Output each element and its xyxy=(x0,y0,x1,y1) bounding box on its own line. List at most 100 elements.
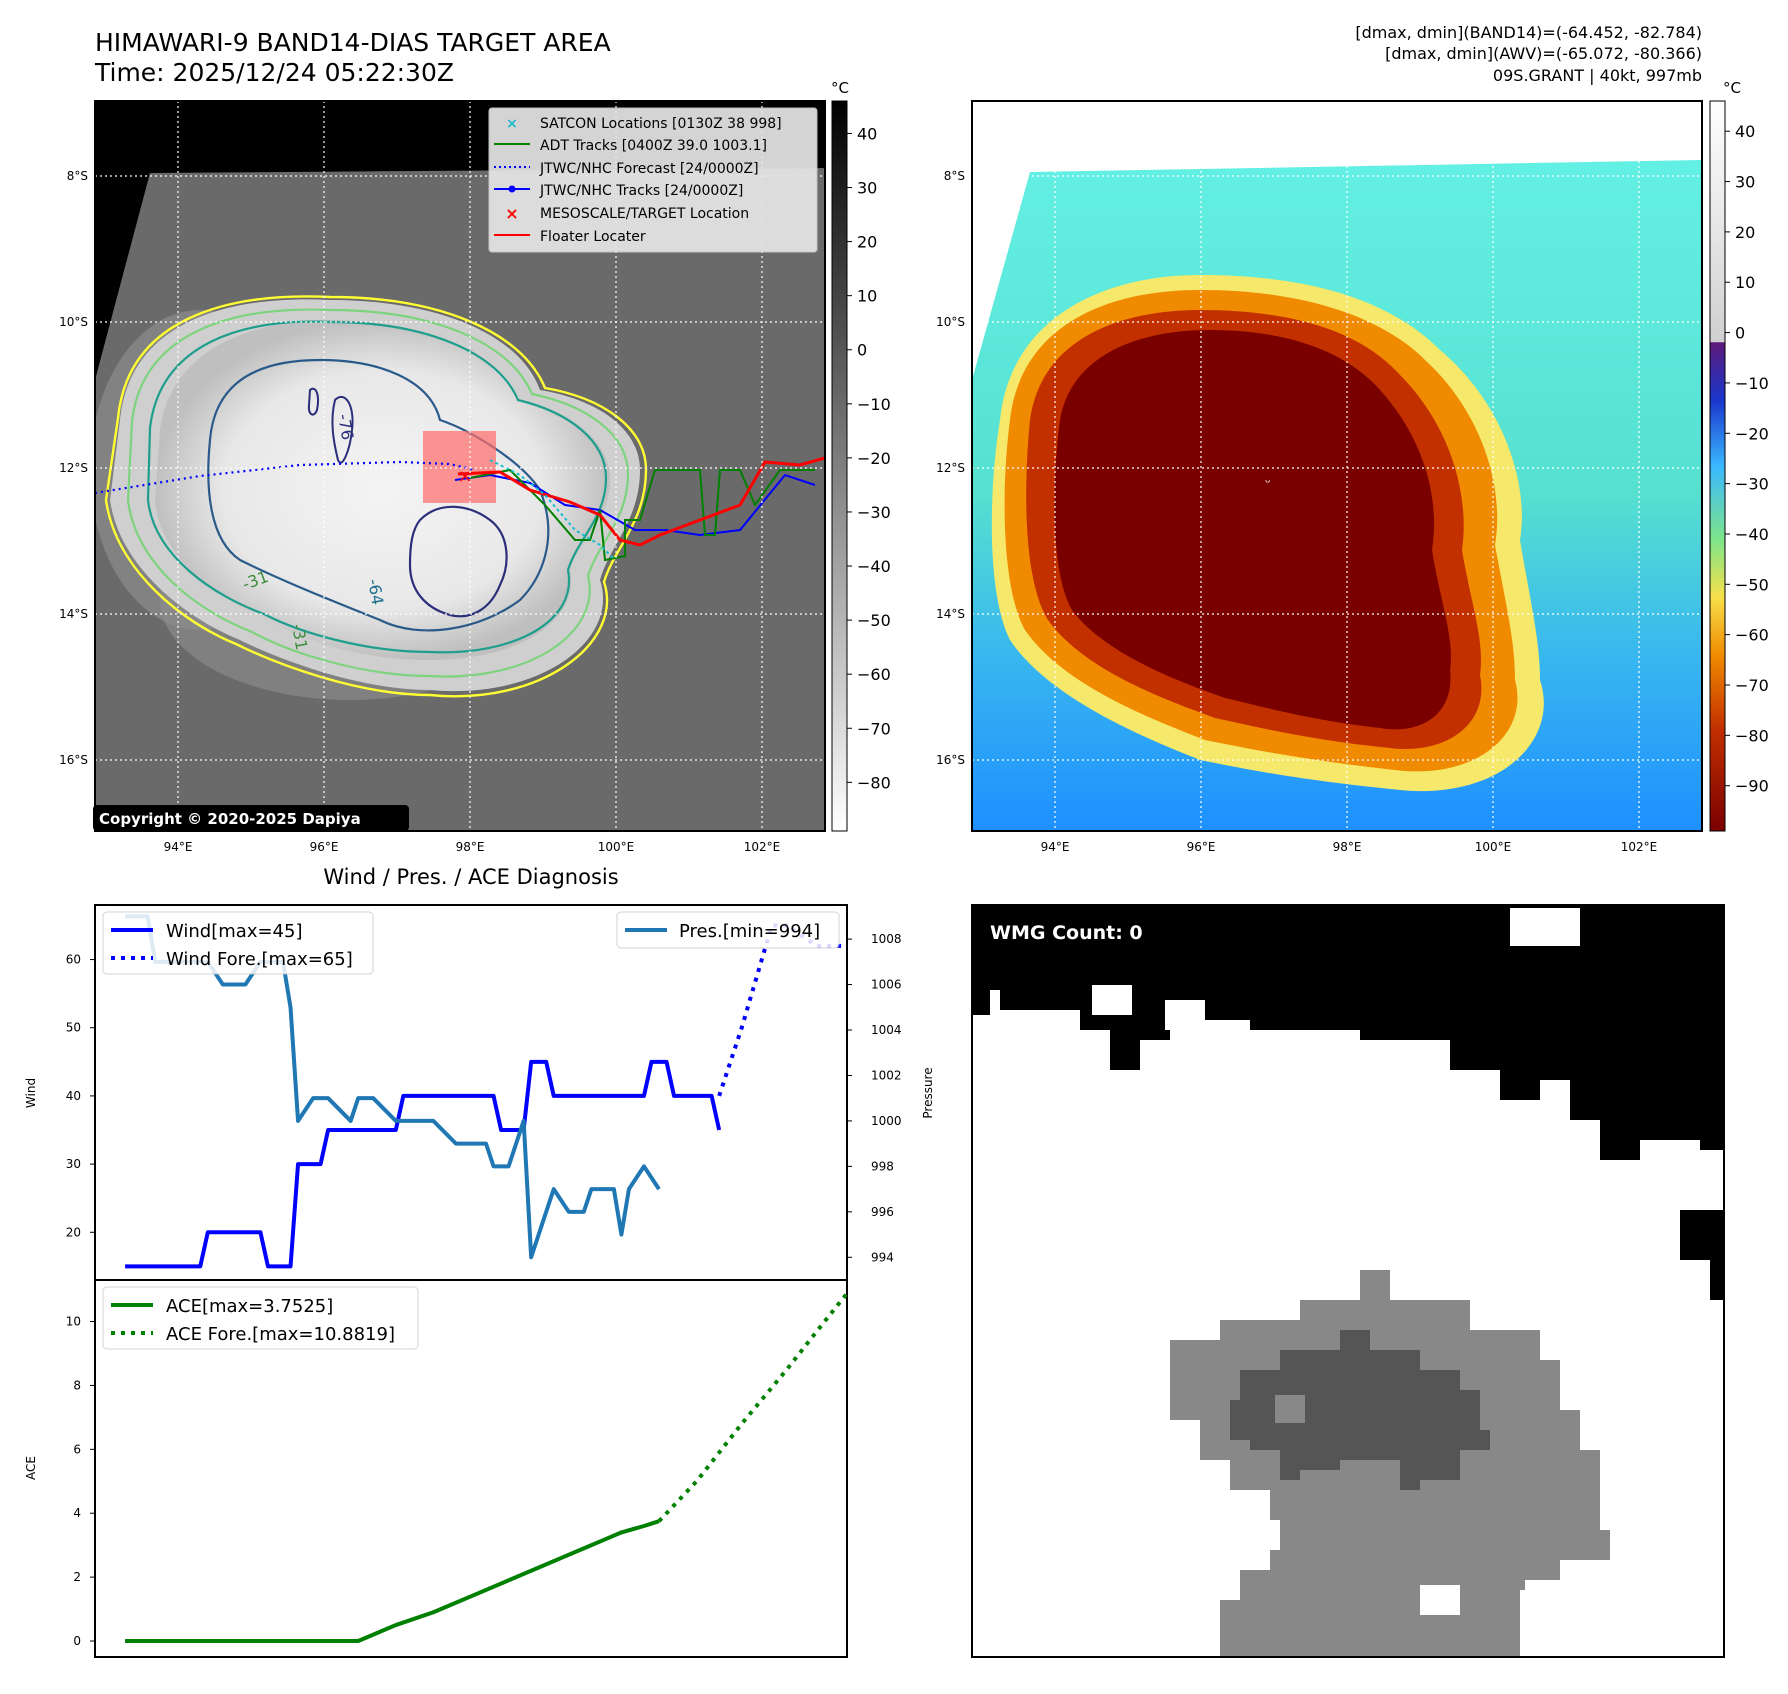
wmg-black-region-right xyxy=(1680,1210,1724,1300)
wind-legend-label: Wind[max=45] xyxy=(166,921,303,942)
series-ace-line xyxy=(125,1519,660,1644)
ir-legend: × SATCON Locations [0130Z 38 998] ADT Tr… xyxy=(488,107,818,253)
awv-coldest-core xyxy=(1054,330,1451,730)
floater-track xyxy=(457,456,825,547)
ir-lat-10s: 10°S xyxy=(59,315,88,329)
ir-lon-labels: 94°E 96°E 98°E 100°E 102°E xyxy=(164,840,781,854)
ir-colorbar-tick-label: −60 xyxy=(857,665,891,684)
wind-axis-label: Wind xyxy=(24,1078,38,1108)
ir-lon-100e: 100°E xyxy=(598,840,635,854)
ir-lat-14s: 14°S xyxy=(59,607,88,621)
ace-legend-label: ACE[max=3.7525] xyxy=(166,1296,333,1317)
legend-jtwc-forecast: JTWC/NHC Forecast [24/0000Z] xyxy=(539,161,759,177)
diagnosis-title: Wind / Pres. / ACE Diagnosis xyxy=(323,865,618,889)
awv-lon-102e: 102°E xyxy=(1621,840,1658,854)
target-location-marker: × xyxy=(457,466,472,487)
wind-ytick-label: 50 xyxy=(66,1021,81,1035)
awv-colorbar-tick-label: −10 xyxy=(1735,374,1769,393)
ir-colorbar xyxy=(831,100,848,832)
ir-lat-12s: 12°S xyxy=(59,461,88,475)
legend-floater: Floater Locater xyxy=(540,229,646,245)
pressure-ytick-label: 998 xyxy=(871,1159,894,1173)
awv-colorbar xyxy=(1709,100,1726,832)
ir-lat-16s: 16°S xyxy=(59,753,88,767)
ir-lat-labels: 8°S 10°S 12°S 14°S 16°S xyxy=(59,169,88,767)
ir-lat-8s: 8°S xyxy=(67,169,88,183)
wmg-white-gap-1 xyxy=(1225,1545,1270,1570)
pressure-yticks: 994 996 998 1000 1002 1004 1006 1008 xyxy=(847,932,902,1264)
ir-colorbar-tick-label: 40 xyxy=(857,124,877,143)
legend-satcon: SATCON Locations [0130Z 38 998] xyxy=(540,116,782,132)
contour-label-31b: -31 xyxy=(288,622,311,651)
contour-label-76: -76 xyxy=(334,412,357,441)
wmg-white-patch-1 xyxy=(1510,908,1580,946)
ir-colorbar-tick-label: 30 xyxy=(857,179,877,198)
wmg-black-region-top xyxy=(972,905,1724,1160)
ir-colorbar-ticks: 40 30 20 10 0 −10 −20 −30 −40 −50 −60 −70 −80 xyxy=(847,124,891,792)
wind-ytick-label: 60 xyxy=(66,953,81,967)
contour-dark-blue xyxy=(207,358,550,632)
ir-colorbar-tick-label: 10 xyxy=(857,287,877,306)
awv-lat-labels: 8°S 10°S 12°S 14°S 16°S xyxy=(936,169,965,767)
contour-coldest-core xyxy=(408,505,508,618)
satcon-track xyxy=(489,459,616,561)
awv-lon-94e: 94°E xyxy=(1041,840,1070,854)
wmg-frame xyxy=(971,904,1725,1658)
awv-lon-96e: 96°E xyxy=(1187,840,1216,854)
wind-pressure-series xyxy=(125,914,847,1269)
wmg-panel xyxy=(972,905,1724,1657)
awv-colorbar-unit: °C xyxy=(1723,79,1741,97)
legend-jtwc-tracks: JTWC/NHC Tracks [24/0000Z] xyxy=(539,183,743,199)
contour-yellow xyxy=(104,295,648,698)
ir-cold-cloud-tops xyxy=(155,320,610,660)
awv-colorbar-tick-label: −70 xyxy=(1735,676,1769,695)
wind-yticks: 20 30 40 50 60 xyxy=(66,953,95,1239)
ace-ytick-label: 6 xyxy=(73,1442,81,1456)
wind-ytick-label: 30 xyxy=(66,1157,81,1171)
wind-pressure-panel: 20 30 40 50 60 994 996 998 1000 1002 1004 1006 1008… xyxy=(24,904,935,1281)
series-ace-forecast-line xyxy=(657,1292,849,1523)
pressure-ytick-label: 996 xyxy=(871,1205,894,1219)
awv-lat-10s: 10°S xyxy=(936,315,965,329)
wmg-dark-gray-region xyxy=(1230,1330,1490,1490)
pressure-ytick-label: 1004 xyxy=(871,1023,902,1037)
ir-colorbar-tick-label: −70 xyxy=(857,719,891,738)
wmg-white-gap-3 xyxy=(1525,1580,1585,1605)
awv-lon-labels: 94°E 96°E 98°E 100°E 102°E xyxy=(1041,840,1658,854)
awv-colorbar-tick-label: 40 xyxy=(1735,122,1755,141)
awv-colorbar-tick-label: −60 xyxy=(1735,626,1769,645)
ace-fore-legend-label: ACE Fore.[max=10.8819] xyxy=(166,1324,395,1345)
awv-colorbar-tick-label: 10 xyxy=(1735,273,1755,292)
ir-map-frame xyxy=(94,100,826,832)
ace-panel: 0 2 4 6 8 10 ACE ACE[max=3.7525] ACE Fore.[ma… xyxy=(24,1279,849,1658)
ir-lon-98e: 98°E xyxy=(456,840,485,854)
pressure-ytick-label: 1000 xyxy=(871,1114,902,1128)
ace-ytick-label: 0 xyxy=(73,1634,81,1648)
ir-legend-box xyxy=(488,107,818,253)
awv-map: ᵕ xyxy=(972,101,1702,831)
ace-series xyxy=(125,1292,849,1644)
pressure-legend-box xyxy=(616,911,840,949)
ir-colorbar-tick-label: 0 xyxy=(857,341,867,360)
figure-time: Time: 2025/12/24 05:22:30Z xyxy=(94,58,454,87)
series-pres-line xyxy=(125,914,661,1260)
awv-lon-100e: 100°E xyxy=(1475,840,1512,854)
awv-lon-98e: 98°E xyxy=(1333,840,1362,854)
awv-colorbar-tick-label: −90 xyxy=(1735,777,1769,796)
wmg-gray-hole xyxy=(1275,1395,1305,1423)
ace-yticks: 0 2 4 6 8 10 xyxy=(66,1315,95,1648)
awv-colorbar-tick-label: −30 xyxy=(1735,475,1769,494)
awv-lat-16s: 16°S xyxy=(936,753,965,767)
wind-ytick-label: 40 xyxy=(66,1089,81,1103)
ace-axis-label: ACE xyxy=(24,1456,38,1480)
pressure-legend-label: Pres.[min=994] xyxy=(679,921,820,942)
awv-colorbar-tick-label: −40 xyxy=(1735,525,1769,544)
contour-label-64: -64 xyxy=(364,577,387,606)
awv-colorbar-tick-label: −80 xyxy=(1735,726,1769,745)
awv-colorbar-tick-label: −50 xyxy=(1735,575,1769,594)
ir-colorbar-tick-label: 20 xyxy=(857,233,877,252)
wind-legend-box xyxy=(102,911,374,975)
wmg-count-label: WMG Count: 0 xyxy=(990,922,1143,944)
